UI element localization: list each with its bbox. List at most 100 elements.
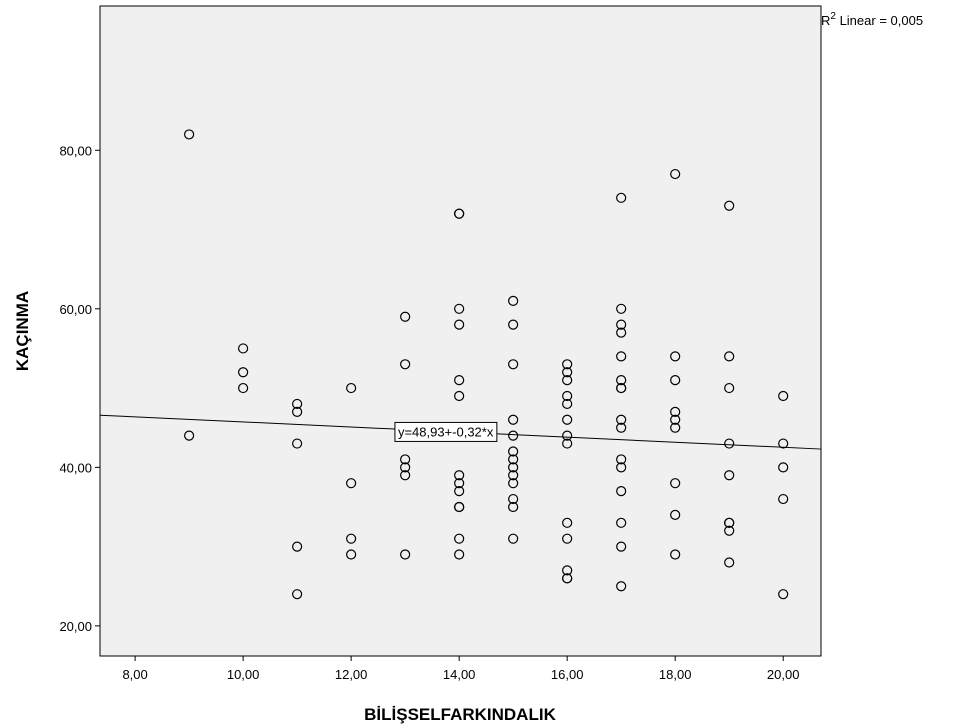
data-point <box>508 462 519 473</box>
data-point <box>238 343 249 354</box>
x-tick-label: 18,00 <box>659 667 692 682</box>
data-point <box>292 589 303 600</box>
r-squared-label: R2 Linear = 0,005 <box>821 11 923 28</box>
data-point <box>616 327 627 338</box>
data-point <box>670 351 681 362</box>
data-point <box>562 565 573 576</box>
data-point <box>616 462 627 473</box>
plot-area <box>99 5 822 657</box>
data-point <box>508 359 519 370</box>
r-squared-value: Linear = 0,005 <box>836 13 923 28</box>
data-point <box>724 517 735 528</box>
data-point <box>616 454 627 465</box>
data-point <box>562 414 573 425</box>
data-point <box>292 398 303 410</box>
y-tick-label: 80,00 <box>59 143 92 158</box>
data-point <box>616 303 627 314</box>
data-point <box>670 414 681 425</box>
data-point <box>454 390 465 402</box>
data-point <box>562 398 573 410</box>
data-point <box>508 414 519 425</box>
fit-equation-background <box>394 421 498 442</box>
data-point <box>616 517 627 528</box>
data-point <box>346 533 357 544</box>
data-point <box>184 129 195 140</box>
data-point <box>724 525 735 536</box>
data-point <box>778 390 789 402</box>
data-point <box>670 509 681 521</box>
data-point <box>292 406 303 417</box>
data-point <box>616 581 627 592</box>
data-point <box>508 454 519 465</box>
data-point <box>400 462 411 473</box>
x-tick-label: 8,00 <box>122 667 147 682</box>
data-point <box>292 438 303 449</box>
data-point <box>238 367 249 378</box>
data-point <box>670 168 681 180</box>
data-point <box>616 422 627 433</box>
data-point <box>562 517 573 528</box>
data-point <box>616 192 627 203</box>
data-point <box>400 359 411 370</box>
x-axis-title: BİLİŞSELFARKINDALIK <box>364 705 556 724</box>
data-point <box>508 470 519 481</box>
data-point <box>508 319 519 330</box>
x-tick-label: 10,00 <box>227 667 260 682</box>
data-point <box>724 470 735 481</box>
data-point <box>562 438 573 449</box>
data-point <box>778 493 789 505</box>
data-point <box>616 382 627 394</box>
data-point <box>400 311 411 322</box>
data-point <box>454 478 465 489</box>
data-point <box>454 375 465 386</box>
y-tick-label: 60,00 <box>59 302 92 317</box>
y-tick-label: 20,00 <box>59 619 92 634</box>
data-point <box>508 295 519 306</box>
data-point <box>724 557 735 568</box>
data-point <box>724 200 735 211</box>
data-point <box>508 533 519 544</box>
r-squared-superscript: 2 <box>830 11 836 22</box>
data-point <box>778 589 789 600</box>
data-point <box>778 438 789 449</box>
data-point <box>346 549 357 560</box>
y-axis-title: KAÇINMA <box>13 291 32 371</box>
data-point <box>616 351 627 362</box>
data-point <box>562 359 573 370</box>
x-tick-label: 12,00 <box>335 667 368 682</box>
data-point <box>508 493 519 505</box>
y-tick-label: 40,00 <box>59 460 92 475</box>
data-point <box>616 414 627 425</box>
data-point <box>562 367 573 378</box>
data-point <box>562 573 573 584</box>
data-point <box>724 438 735 449</box>
fit-equation-box: y=48,93+-0,32*x <box>394 421 498 442</box>
data-point <box>238 382 249 394</box>
data-point <box>454 486 465 497</box>
data-point <box>454 501 465 513</box>
x-tick-label: 20,00 <box>767 667 800 682</box>
data-point <box>670 478 681 489</box>
fit-equation-label: y=48,93+-0,32*x <box>398 424 494 439</box>
data-point <box>454 549 465 560</box>
data-point <box>454 319 465 330</box>
data-point <box>400 454 411 465</box>
data-point <box>562 390 573 402</box>
axis-ticks: 8,00 10,00 12,00 14,00 16,00 18,00 20,00 20,00 4… <box>59 143 799 682</box>
data-point <box>778 462 789 473</box>
data-point <box>508 478 519 489</box>
data-point <box>562 533 573 544</box>
data-point <box>292 541 303 552</box>
data-point <box>670 375 681 386</box>
data-point <box>400 549 411 560</box>
data-point <box>184 430 195 441</box>
data-point <box>670 549 681 560</box>
data-point <box>454 533 465 544</box>
r-squared-prefix: R <box>821 13 830 28</box>
data-point <box>724 382 735 394</box>
data-point <box>616 319 627 330</box>
data-point <box>400 470 411 481</box>
data-point <box>562 375 573 386</box>
data-point <box>724 351 735 362</box>
